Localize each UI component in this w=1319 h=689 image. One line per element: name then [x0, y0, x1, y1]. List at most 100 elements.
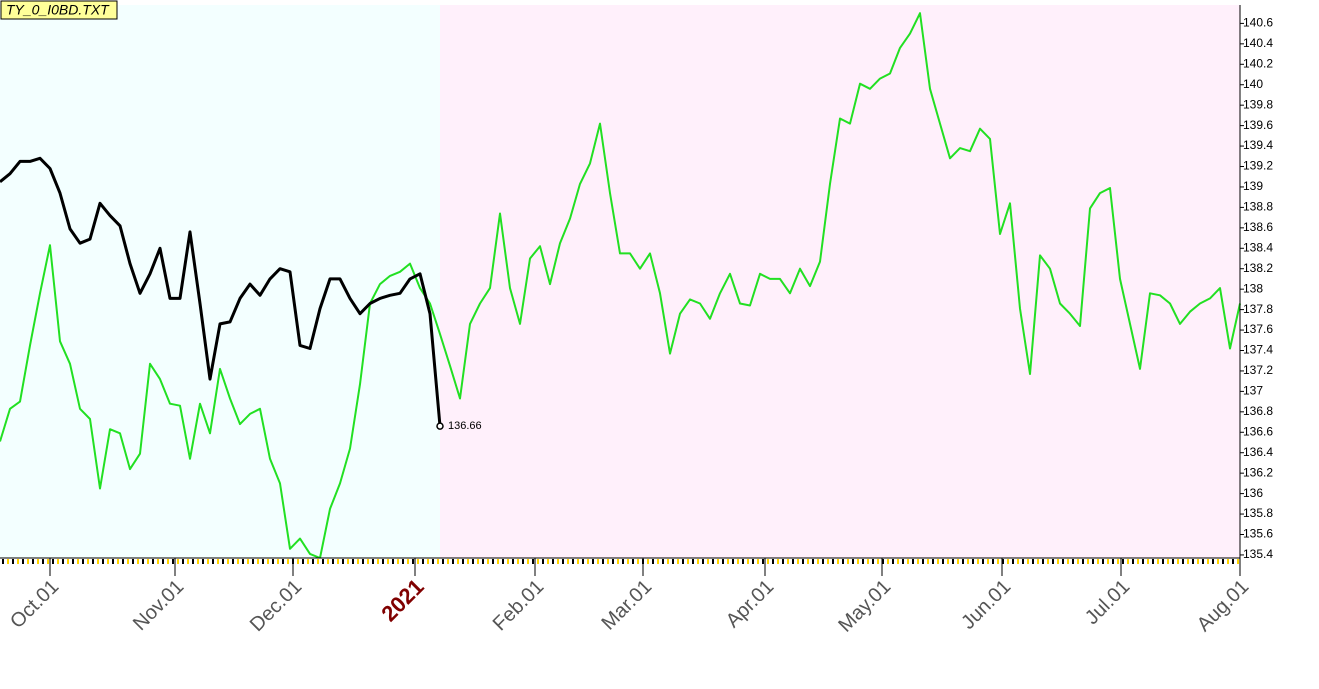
x-minor-tick: [472, 559, 474, 564]
background: [0, 5, 1240, 558]
series-line: [0, 12, 1241, 559]
x-tick-label: Nov.01: [129, 576, 188, 635]
x-minor-tick: [247, 559, 249, 564]
plot: 136.66: [0, 12, 1241, 559]
x-minor-tick: [622, 559, 624, 564]
x-minor-tick: [497, 559, 499, 564]
x-minor-tick: [857, 559, 859, 564]
x-minor-tick: [847, 559, 849, 564]
region-future: [440, 5, 1240, 558]
x-minor-tick: [1132, 559, 1134, 564]
x-minor-tick: [317, 559, 319, 564]
x-minor-tick: [1227, 559, 1229, 564]
x-minor-tick: [1202, 559, 1204, 564]
x-minor-tick: [657, 559, 659, 564]
x-minor-tick: [602, 559, 604, 564]
x-minor-tick: [382, 559, 384, 564]
x-minor-tick: [697, 559, 699, 564]
x-minor-tick: [932, 559, 934, 564]
x-minor-tick: [1077, 559, 1079, 564]
x-minor-tick: [967, 559, 969, 564]
x-minor-tick: [987, 559, 989, 564]
x-minor-tick: [1067, 559, 1069, 564]
x-minor-tick: [662, 559, 664, 564]
x-minor-tick: [442, 559, 444, 564]
x-minor-tick: [192, 559, 194, 564]
x-minor-tick: [717, 559, 719, 564]
x-minor-tick: [302, 559, 304, 564]
x-minor-tick: [487, 559, 489, 564]
x-minor-tick: [1087, 559, 1089, 564]
y-tick-label: 140.6: [1243, 16, 1273, 30]
x-minor-tick: [207, 559, 209, 564]
x-minor-tick: [102, 559, 104, 564]
x-minor-tick: [357, 559, 359, 564]
x-minor-tick: [1052, 559, 1054, 564]
x-minor-tick: [897, 559, 899, 564]
y-tick-label: 140.2: [1243, 56, 1273, 70]
x-minor-tick: [172, 559, 174, 564]
x-minor-tick: [437, 559, 439, 564]
x-minor-tick: [2, 559, 4, 564]
x-minor-tick: [1177, 559, 1179, 564]
x-minor-tick: [587, 559, 589, 564]
x-minor-tick: [182, 559, 184, 564]
x-minor-tick: [1112, 559, 1114, 564]
x-minor-tick: [122, 559, 124, 564]
x-minor-tick: [327, 559, 329, 564]
x-minor-tick: [867, 559, 869, 564]
end-marker: [436, 422, 444, 430]
x-minor-tick: [227, 559, 229, 564]
x-minor-tick: [1027, 559, 1029, 564]
y-tick-label: 139: [1243, 179, 1263, 193]
x-minor-tick: [157, 559, 159, 564]
x-minor-tick: [1167, 559, 1169, 564]
x-tick-label: Feb.01: [489, 576, 549, 636]
y-tick-label: 139.8: [1243, 97, 1273, 111]
x-minor-tick: [87, 559, 89, 564]
x-minor-tick: [667, 559, 669, 564]
x-minor-tick: [432, 559, 434, 564]
x-tick-label: Aug.01: [1193, 576, 1253, 636]
y-tick-label: 138.6: [1243, 220, 1273, 234]
chart-title: TY_0_I0BD.TXT: [6, 2, 110, 18]
x-minor-tick: [42, 559, 44, 564]
x-minor-tick: [1207, 559, 1209, 564]
x-minor-tick: [532, 559, 534, 564]
x-minor-tick: [72, 559, 74, 564]
x-minor-tick: [582, 559, 584, 564]
x-minor-tick: [567, 559, 569, 564]
x-minor-tick: [677, 559, 679, 564]
x-minor-tick: [942, 559, 944, 564]
x-minor-tick: [732, 559, 734, 564]
x-minor-tick: [77, 559, 79, 564]
x-minor-tick: [452, 559, 454, 564]
x-minor-tick: [712, 559, 714, 564]
x-minor-tick: [827, 559, 829, 564]
x-minor-tick: [232, 559, 234, 564]
x-minor-tick: [792, 559, 794, 564]
x-axis-band: [0, 558, 1240, 566]
x-minor-tick: [242, 559, 244, 564]
y-tick-label: 136: [1243, 486, 1263, 500]
x-minor-tick: [177, 559, 179, 564]
x-minor-tick: [692, 559, 694, 564]
x-minor-tick: [612, 559, 614, 564]
y-tick-label: 139.4: [1243, 138, 1273, 152]
x-minor-tick: [1212, 559, 1214, 564]
x-minor-tick: [1222, 559, 1224, 564]
x-minor-tick: [1072, 559, 1074, 564]
x-minor-tick: [1192, 559, 1194, 564]
x-minor-tick: [322, 559, 324, 564]
x-minor-tick: [747, 559, 749, 564]
x-minor-tick: [957, 559, 959, 564]
x-minor-tick: [752, 559, 754, 564]
x-minor-tick: [517, 559, 519, 564]
x-minor-tick: [947, 559, 949, 564]
x-minor-tick: [972, 559, 974, 564]
x-minor-tick: [287, 559, 289, 564]
x-minor-tick: [997, 559, 999, 564]
x-minor-tick: [277, 559, 279, 564]
x-minor-tick: [237, 559, 239, 564]
